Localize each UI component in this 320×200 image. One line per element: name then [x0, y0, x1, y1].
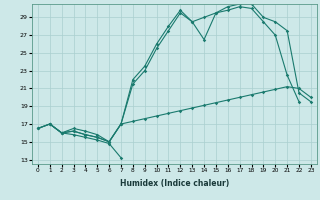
X-axis label: Humidex (Indice chaleur): Humidex (Indice chaleur)	[120, 179, 229, 188]
